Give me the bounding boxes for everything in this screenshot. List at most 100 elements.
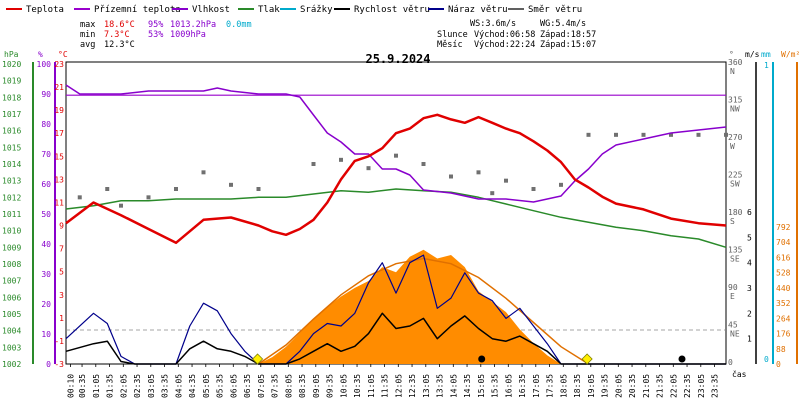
time-tick-label: 09:05: [312, 374, 321, 398]
time-tick-label: 00:10: [67, 374, 76, 398]
sunrise-marker: [252, 353, 264, 365]
axis-titles: hPa % °C ° m/s mm W/m² čas: [4, 50, 800, 379]
hpa-tick-label: 1010: [2, 227, 21, 236]
stats-min-temp: 7.3°C: [104, 30, 130, 40]
legend-label-tlak: Tlak: [258, 5, 280, 15]
solar-tick-label: 88: [776, 345, 786, 354]
temp-tick-label: 1: [59, 314, 64, 323]
hpa-tick-label: 1002: [2, 360, 21, 369]
info-moon-label: Měsíc: [437, 40, 463, 50]
tick-label-layer: 1020101910181017101610151014101310121011…: [2, 58, 791, 398]
temperature-line: [65, 113, 727, 245]
solar-radiation-area: [258, 249, 561, 364]
pct-tick-label: 30: [41, 270, 51, 279]
sunset-marker: [581, 353, 593, 365]
wind-direction-point: [490, 191, 495, 196]
hpa-tick-label: 1012: [2, 193, 21, 202]
direction-tick-label: 270: [728, 133, 743, 142]
solar-tick-label: 0: [776, 360, 781, 369]
legend-item-vlhkost: Vlhkost: [172, 5, 230, 15]
wind-direction-point: [77, 195, 82, 200]
max-solar-radiation-line: [258, 257, 589, 365]
info-moonrise: Východ:22:24: [474, 40, 535, 50]
legend-item-prizemni-teplota: Přízemní teplota: [74, 5, 181, 15]
legend-label-srazky: Srážky: [300, 5, 333, 15]
wind-direction-point: [449, 174, 453, 179]
legend-label-naraz-vetru: Náraz větru: [448, 5, 508, 15]
temp-tick-label: 17: [54, 129, 64, 138]
time-tick-label: 17:35: [546, 374, 555, 398]
axis-title-pct: %: [38, 50, 43, 59]
temp-tick-label: 3: [59, 291, 64, 300]
legend-item-naraz-vetru: Náraz větru: [428, 5, 508, 15]
pct-tick-label: 60: [41, 180, 51, 189]
pct-tick-label: 70: [41, 150, 51, 159]
stats-max-label: max: [80, 20, 95, 30]
solar-tick-label: 704: [776, 238, 791, 247]
direction-name-label: W: [730, 142, 735, 151]
time-tick-label: 19:35: [601, 374, 610, 398]
solar-tick-label: 528: [776, 269, 791, 278]
time-tick-label: 13:35: [436, 374, 445, 398]
axis-title-dir: °: [729, 50, 734, 59]
wind-speed-line: [65, 312, 726, 365]
legend-item-teplota: Teplota: [6, 5, 64, 15]
time-tick-label: 02:05: [119, 374, 128, 398]
time-tick-label: 21:35: [656, 374, 665, 398]
time-tick-label: 20:35: [628, 374, 637, 398]
stats-avg-temp: 12.3°C: [104, 40, 135, 50]
hpa-tick-label: 1014: [2, 160, 21, 169]
legend-label-teplota: Teplota: [26, 5, 64, 15]
wind-direction-point: [174, 187, 178, 191]
info-sunrise: Východ:06:58: [474, 30, 535, 40]
wind-direction-layer: [77, 132, 728, 208]
solar-tick-label: 352: [776, 299, 791, 308]
info-moonset: Západ:15:07: [540, 40, 596, 50]
temp-tick-label: 21: [54, 83, 64, 92]
wind-direction-point: [339, 157, 343, 162]
direction-name-label: NW: [730, 105, 740, 114]
wind-speed-tick-label: 1: [747, 335, 752, 344]
time-tick-label: 16:05: [504, 374, 513, 398]
time-tick-label: 14:35: [463, 374, 472, 398]
wind-direction-point: [311, 162, 316, 166]
wind-direction-point: [421, 162, 426, 166]
wind-direction-point: [146, 195, 151, 200]
stats-max-rain: 0.0mm: [226, 20, 252, 30]
time-tick-label: 23:05: [697, 374, 706, 398]
series-line-layer: [65, 84, 727, 365]
legend-item-tlak: Tlak: [238, 5, 280, 15]
solar-tick-label: 616: [776, 253, 791, 262]
info-wg: WG:5.4m/s: [540, 19, 586, 29]
temp-tick-label: 7: [59, 245, 64, 254]
stats-min-press: 1009hPa: [170, 30, 206, 40]
pressure-line: [65, 188, 727, 249]
solar-tick-label: 440: [776, 284, 791, 293]
stats-min-label: min: [80, 30, 95, 40]
solar-radiation-layer: [258, 249, 589, 365]
axis-title-temp: °C: [58, 50, 68, 59]
wind-direction-point: [476, 170, 481, 175]
time-tick-label: 16:35: [518, 374, 527, 398]
time-tick-label: 15:35: [491, 374, 500, 398]
time-tick-label: 08:35: [298, 374, 307, 398]
time-tick-label: 04:05: [174, 374, 183, 398]
pct-tick-label: 40: [41, 240, 51, 249]
wind-direction-point: [641, 132, 646, 137]
time-tick-label: 09:35: [326, 374, 335, 398]
axis-title-mm: mm: [761, 50, 771, 59]
legend-item-rychlost-vetru: Rychlost větru: [334, 5, 430, 15]
time-tick-label: 01:35: [106, 374, 115, 398]
time-tick-label: 01:05: [92, 374, 101, 398]
moonrise-marker: [678, 355, 686, 363]
stats-min-hum: 53%: [148, 30, 163, 40]
moonset-marker: [478, 355, 486, 363]
hpa-tick-label: 1009: [2, 243, 21, 252]
time-tick-label: 17:05: [532, 374, 541, 398]
stats-block: max 18.6°C 95% 1013.2hPa 0.0mm min 7.3°C…: [80, 20, 252, 50]
time-tick-label: 10:05: [339, 374, 348, 398]
pct-tick-label: 80: [41, 120, 51, 129]
time-tick-label: 00:35: [78, 374, 87, 398]
time-tick-label: 19:05: [587, 374, 596, 398]
temp-tick-label: 15: [54, 152, 64, 161]
